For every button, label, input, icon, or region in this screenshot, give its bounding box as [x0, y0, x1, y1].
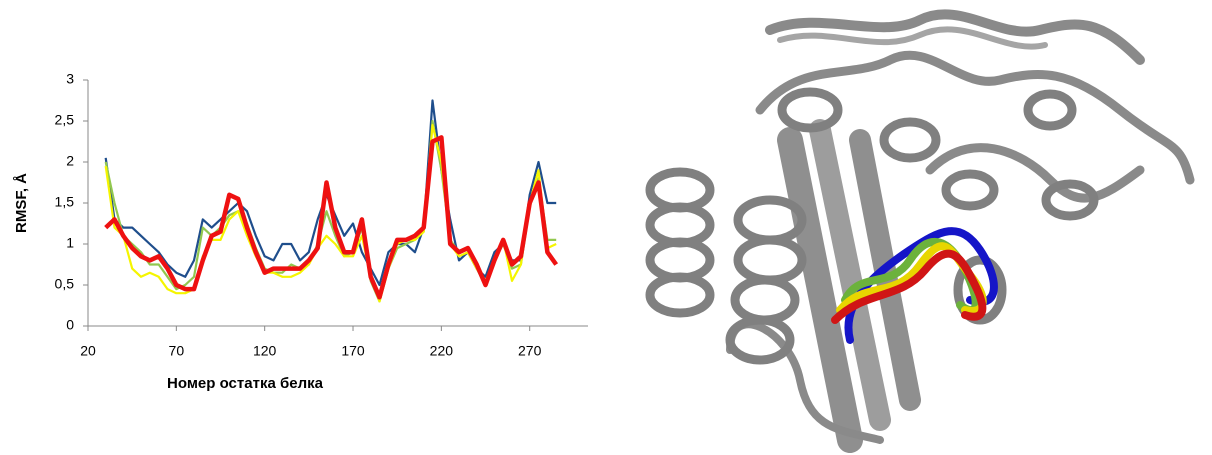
y-tick-label: 2,5: [55, 112, 75, 128]
x-tick-label: 220: [430, 343, 454, 359]
x-tick-label: 120: [253, 343, 277, 359]
x-tick-label: 20: [80, 343, 96, 359]
protein-structure-image: [620, 0, 1212, 455]
page: Номер остатка белка RMSF, Å 0 0,5 1 1,5 2 2,5…: [0, 0, 1212, 455]
series-line: [106, 101, 557, 286]
x-axis-label: Номер остатка белка: [167, 375, 324, 392]
y-axis-label: RMSF, Å: [13, 173, 30, 233]
y-tick-label: 1,5: [55, 194, 75, 210]
y-tick-label: 0,5: [55, 276, 75, 292]
y-tick-label: 2: [66, 153, 74, 169]
y-tick-label: 1: [66, 235, 74, 251]
x-tick-label: 70: [169, 343, 185, 359]
y-tick-label: 0: [66, 317, 74, 333]
series-line: [106, 137, 557, 297]
x-tick-label: 270: [518, 343, 542, 359]
chart: Номер остатка белка RMSF, Å 0 0,5 1 1,5 2 2,5…: [0, 0, 620, 455]
y-tick-label: 3: [66, 71, 74, 87]
x-tick-label: 170: [341, 343, 365, 359]
